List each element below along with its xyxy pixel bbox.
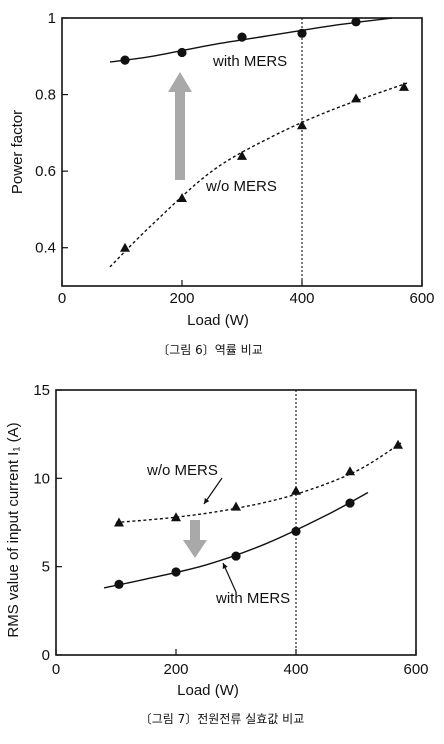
data-point-triangle bbox=[351, 93, 361, 103]
plot-frame bbox=[61, 17, 423, 287]
y-tick-label: 0.8 bbox=[35, 87, 56, 104]
x-tick-label: 600 bbox=[403, 661, 428, 678]
y-tick-label: 0.4 bbox=[35, 240, 56, 257]
data-point-circle bbox=[351, 17, 361, 27]
data-point-circle bbox=[231, 551, 241, 561]
x-tick-label: 200 bbox=[163, 661, 188, 678]
data-point-triangle bbox=[237, 150, 247, 160]
data-point-circle bbox=[291, 526, 301, 536]
x-axis-label: Load (W) bbox=[177, 682, 239, 699]
power-factor-chart: 0.4 0.6 0.8 1 0 200 400 600 Load (W) Power factor… bbox=[9, 10, 435, 357]
series-annotation: w/o MERS bbox=[205, 178, 277, 195]
data-point-triangle bbox=[393, 439, 403, 449]
series-annotation: with MERS bbox=[212, 53, 287, 70]
data-point-triangle bbox=[177, 192, 187, 202]
x-axis-label: Load (W) bbox=[187, 312, 249, 329]
y-tick-label: 1 bbox=[48, 10, 56, 27]
x-tick-label: 400 bbox=[283, 661, 308, 678]
y-axis-label: Power factor bbox=[9, 110, 26, 194]
data-point-triangle bbox=[345, 466, 355, 476]
data-point-triangle bbox=[114, 517, 124, 527]
y-tick-label: 5 bbox=[42, 559, 50, 576]
x-tick-label: 600 bbox=[409, 290, 434, 307]
data-point-circle bbox=[120, 55, 130, 65]
fit-curve-without-mers bbox=[109, 82, 408, 268]
pointer-arrow-head bbox=[204, 498, 210, 504]
data-point-triangle bbox=[297, 120, 307, 130]
plot-frame bbox=[55, 389, 417, 656]
data-point-circle bbox=[114, 579, 124, 589]
data-point-triangle bbox=[291, 485, 301, 495]
fit-curve-without-mers bbox=[115, 442, 402, 524]
data-point-triangle bbox=[120, 242, 130, 252]
data-point-circle bbox=[171, 567, 181, 577]
x-tick-label: 0 bbox=[52, 661, 60, 678]
x-tick-label: 200 bbox=[169, 290, 194, 307]
data-point-triangle bbox=[231, 501, 241, 511]
series-annotation: with MERS bbox=[215, 590, 290, 607]
data-point-circle bbox=[345, 498, 355, 508]
y-tick-label: 15 bbox=[33, 382, 50, 399]
data-point-circle bbox=[297, 28, 307, 38]
improvement-arrow-up bbox=[168, 72, 192, 180]
input-current-chart: 0 5 10 15 0 200 400 600 Load (W) RMS value of inp… bbox=[5, 382, 429, 726]
figure-caption: 〔그림 7〕전원전류 실효값 비교 bbox=[140, 712, 305, 726]
figure-caption: 〔그림 6〕역률 비교 bbox=[157, 343, 263, 357]
data-point-circle bbox=[177, 47, 187, 58]
data-point-circle bbox=[237, 32, 247, 42]
x-tick-label: 400 bbox=[289, 290, 314, 307]
y-tick-label: 0.6 bbox=[35, 163, 56, 180]
y-tick-label: 10 bbox=[33, 470, 50, 487]
series-annotation: w/o MERS bbox=[146, 462, 218, 479]
pointer-arrow-head bbox=[222, 563, 228, 569]
y-tick-label: 0 bbox=[42, 647, 50, 664]
improvement-arrow-down bbox=[183, 520, 207, 558]
data-point-triangle bbox=[399, 81, 409, 91]
x-tick-label: 0 bbox=[58, 290, 66, 307]
data-point-triangle bbox=[171, 512, 181, 522]
y-axis-label: RMS value of input current I₁ (A) bbox=[5, 422, 22, 637]
